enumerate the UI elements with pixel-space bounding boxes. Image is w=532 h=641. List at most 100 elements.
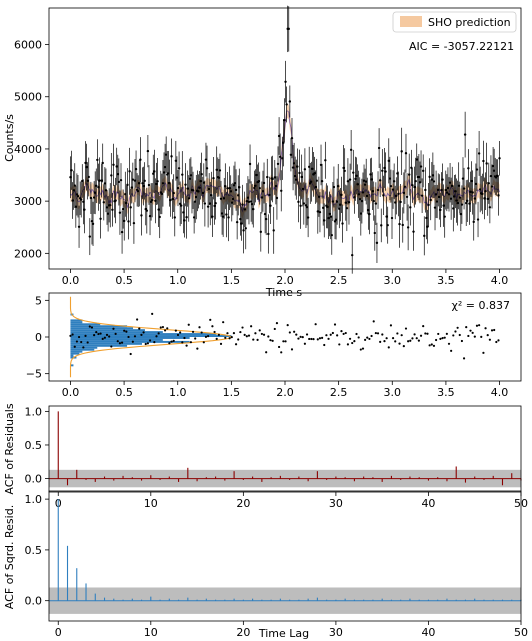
acf2-xtick-label: 0 bbox=[55, 626, 62, 639]
residual-point bbox=[133, 335, 137, 338]
data-point bbox=[361, 191, 365, 194]
data-point bbox=[207, 187, 211, 191]
data-point bbox=[164, 153, 168, 156]
data-point bbox=[301, 187, 304, 191]
data-point bbox=[269, 204, 272, 207]
data-point bbox=[382, 194, 385, 197]
residual-point bbox=[314, 323, 317, 326]
data-point bbox=[163, 165, 167, 169]
acf2-xtick-label: 50 bbox=[514, 626, 528, 639]
data-point bbox=[369, 173, 372, 176]
data-point bbox=[289, 153, 293, 156]
data-point bbox=[180, 204, 183, 207]
data-point bbox=[330, 233, 333, 237]
acf2-ytick-label: 0.0 bbox=[25, 595, 43, 608]
residual-point bbox=[495, 340, 498, 344]
residual-point bbox=[129, 352, 132, 356]
data-point bbox=[199, 179, 202, 183]
residual-point bbox=[480, 335, 483, 338]
residual-point bbox=[88, 325, 91, 328]
data-point bbox=[234, 188, 238, 192]
data-point bbox=[454, 190, 457, 193]
residual-point bbox=[284, 340, 287, 343]
data-point bbox=[445, 191, 449, 194]
data-point bbox=[81, 179, 84, 183]
residual-point bbox=[374, 331, 377, 335]
data-point bbox=[354, 177, 357, 181]
data-point bbox=[344, 201, 347, 204]
data-point bbox=[247, 200, 251, 204]
data-point bbox=[415, 158, 418, 161]
data-point bbox=[200, 173, 203, 176]
data-point bbox=[223, 197, 226, 200]
data-point bbox=[268, 193, 271, 197]
data-point bbox=[492, 169, 496, 172]
data-point bbox=[400, 150, 403, 153]
residual-point bbox=[219, 342, 223, 345]
data-point bbox=[171, 197, 174, 201]
data-point bbox=[471, 191, 474, 194]
data-point bbox=[101, 161, 104, 165]
data-point bbox=[175, 176, 179, 179]
data-point bbox=[484, 189, 487, 193]
data-point bbox=[423, 234, 426, 238]
data-point bbox=[244, 227, 247, 230]
data-point bbox=[213, 204, 216, 208]
data-point bbox=[277, 134, 281, 138]
residual-point bbox=[454, 330, 457, 333]
residual-point bbox=[267, 335, 270, 338]
data-point bbox=[218, 169, 222, 172]
residual-point bbox=[351, 341, 354, 345]
legend-label: SHO prediction bbox=[428, 16, 511, 29]
data-point bbox=[485, 162, 488, 165]
data-point bbox=[271, 177, 274, 181]
data-point bbox=[348, 178, 352, 181]
residual-point bbox=[172, 339, 175, 342]
data-point bbox=[297, 200, 300, 204]
lc-ytick-label: 3000 bbox=[14, 195, 42, 208]
time-lag-label: Time Lag bbox=[258, 627, 309, 640]
data-point bbox=[219, 197, 223, 200]
data-point bbox=[261, 190, 265, 193]
data-point bbox=[206, 205, 210, 208]
residual-point bbox=[333, 323, 337, 326]
residual-point bbox=[166, 327, 169, 330]
residual-point bbox=[198, 326, 201, 329]
residual-point bbox=[282, 340, 285, 343]
data-point bbox=[96, 158, 99, 162]
data-point bbox=[483, 197, 486, 200]
residual-point bbox=[176, 333, 180, 337]
data-point bbox=[226, 187, 229, 190]
residual-point bbox=[321, 336, 324, 340]
data-point bbox=[229, 190, 232, 193]
data-point bbox=[158, 215, 161, 219]
data-point bbox=[156, 180, 159, 183]
data-point bbox=[147, 183, 151, 187]
residual-point bbox=[359, 348, 362, 351]
data-point bbox=[152, 172, 155, 175]
residual-point bbox=[394, 340, 397, 343]
data-point bbox=[357, 193, 360, 196]
residual-point bbox=[207, 335, 210, 338]
residual-point bbox=[250, 325, 253, 328]
data-point bbox=[130, 186, 133, 189]
residual-point bbox=[497, 339, 500, 342]
data-point bbox=[89, 196, 93, 200]
data-point bbox=[162, 171, 166, 174]
residual-point bbox=[80, 340, 83, 344]
data-point bbox=[430, 178, 433, 181]
residual-point bbox=[82, 346, 85, 349]
data-point bbox=[127, 220, 130, 223]
data-point bbox=[456, 201, 459, 205]
data-point bbox=[476, 218, 480, 221]
data-point bbox=[160, 192, 164, 196]
data-point bbox=[310, 180, 313, 183]
res-xtick-label: 3.5 bbox=[437, 386, 455, 399]
data-point bbox=[214, 202, 217, 205]
residual-point bbox=[148, 339, 152, 342]
residual-point bbox=[465, 326, 468, 329]
residual-point bbox=[174, 329, 177, 332]
data-point bbox=[195, 195, 198, 199]
residual-point bbox=[471, 331, 474, 334]
